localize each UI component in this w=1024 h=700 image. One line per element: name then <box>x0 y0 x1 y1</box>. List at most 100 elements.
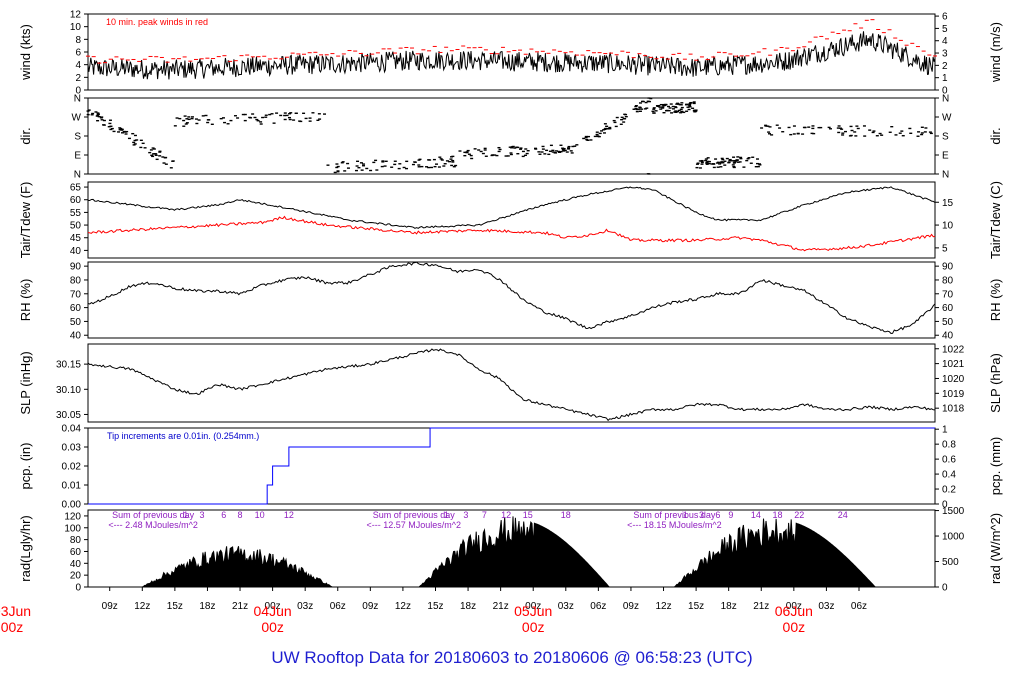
x-tick-label: 06z <box>330 601 346 612</box>
y-tick-label: 4 <box>75 60 81 71</box>
y-right-tick-label: 1 <box>942 73 948 84</box>
sum-note-line1: Sum of previous day <box>112 510 195 520</box>
y-tick-label: 50 <box>70 317 82 328</box>
y-right-tick-label: 1019 <box>942 389 965 400</box>
y-axis-label: dir. <box>18 127 33 144</box>
y-right-tick-label: 1022 <box>942 344 965 355</box>
y-axis-label-right: dir. <box>988 127 1003 144</box>
y-tick-label: N <box>74 94 81 105</box>
y-right-tick-label: 1000 <box>942 532 965 543</box>
y-right-tick-label: S <box>942 132 949 143</box>
radiation-day-2 <box>674 518 877 588</box>
day-label-date: 04Jun <box>254 603 292 619</box>
panel-frame <box>87 97 936 175</box>
y-right-tick-label: N <box>942 94 949 105</box>
hour-label: 1 <box>183 510 188 520</box>
y-tick-label: 55 <box>70 208 82 219</box>
y-axis-label-right: RH (%) <box>988 279 1003 322</box>
hour-label: 3 <box>463 510 468 520</box>
y-tick-label: 0.04 <box>62 424 82 435</box>
y-right-tick-label: 50 <box>942 317 954 328</box>
y-tick-label: 8 <box>75 35 81 46</box>
x-tick-label: 09z <box>102 601 118 612</box>
panel-frame <box>87 13 936 91</box>
series-peak-wind <box>86 19 937 64</box>
x-tick-label: 00z <box>525 601 541 612</box>
y-tick-label: 20 <box>70 571 82 582</box>
radiation-day-0 <box>142 546 333 588</box>
x-tick-label: 18z <box>199 601 215 612</box>
x-tick-label: 00z <box>786 601 802 612</box>
y-axis-label-right: rad (W/m^2) <box>988 513 1003 584</box>
footer-prefix: UW Rooftop Data for <box>271 648 430 667</box>
y-tick-label: 90 <box>70 262 82 273</box>
y-right-tick-label: 1021 <box>942 359 965 370</box>
hour-label: 18 <box>561 510 571 520</box>
x-tick-label: 03z <box>297 601 313 612</box>
y-axis-label: wind (kts) <box>18 24 33 81</box>
y-right-tick-label: 1018 <box>942 404 965 415</box>
y-tick-label: 30.05 <box>56 410 81 421</box>
panel-annotation: 10 min. peak winds in red <box>106 17 208 27</box>
y-tick-label: 0 <box>75 583 81 594</box>
sum-note-line2: <--- 12.57 MJoules/m^2 <box>367 520 462 530</box>
y-tick-label: 0.02 <box>62 462 82 473</box>
day-label-time: 00z <box>1 619 24 635</box>
x-tick-label: 06z <box>590 601 606 612</box>
y-tick-label: 40 <box>70 246 82 257</box>
series-line-1 <box>87 215 936 252</box>
y-axis-label: pcp. (in) <box>18 443 33 490</box>
series-line-0 <box>87 186 936 229</box>
panel-frame <box>87 181 936 259</box>
y-axis-label-right: Tair/Tdew (C) <box>988 181 1003 259</box>
y-tick-label: 80 <box>70 535 82 546</box>
series-line-0 <box>87 348 936 422</box>
x-tick-label: 15z <box>427 601 443 612</box>
y-tick-label: 0 <box>75 86 81 97</box>
x-tick-label: 21z <box>753 601 769 612</box>
y-tick-label: 40 <box>70 331 82 342</box>
x-tick-label: 09z <box>623 601 639 612</box>
y-right-tick-label: 15 <box>942 198 954 209</box>
x-tick-label: 15z <box>688 601 704 612</box>
hour-label: 6 <box>221 510 226 520</box>
y-axis-label-right: pcp. (mm) <box>988 437 1003 496</box>
y-axis-label: rad(Lgly/hr) <box>18 515 33 581</box>
y-right-tick-label: 70 <box>942 289 954 300</box>
y-right-tick-label: 0 <box>942 86 948 97</box>
hour-label: 7 <box>482 510 487 520</box>
hour-label: 12 <box>501 510 511 520</box>
hour-label: 14 <box>751 510 761 520</box>
hour-label: 3 <box>699 510 704 520</box>
y-right-tick-label: 0.8 <box>942 440 956 451</box>
panel-frame <box>87 261 936 339</box>
y-tick-label: 2 <box>75 73 81 84</box>
y-right-tick-label: 2 <box>942 61 948 72</box>
hour-label: 1 <box>444 510 449 520</box>
y-right-tick-label: 0.4 <box>942 470 956 481</box>
panel-slp: 30.05 30.10 30.15 1018 1019 1020 1021 1022 SLP (… <box>18 343 1003 423</box>
day-label-time: 00z <box>522 619 545 635</box>
x-axis: 09z 12z 15z 18z 21z 00z 03z 06z 09z 12z 15z 18z 21z 0… <box>0 587 867 635</box>
y-right-tick-label: 80 <box>942 275 954 286</box>
y-tick-label: 60 <box>70 195 82 206</box>
y-axis-label-right: SLP (hPa) <box>988 353 1003 413</box>
y-tick-label: N <box>74 170 81 181</box>
y-tick-label: 100 <box>64 523 81 534</box>
y-right-tick-label: 3 <box>942 49 948 60</box>
x-tick-label: 15z <box>167 601 183 612</box>
x-tick-label: 12z <box>395 601 411 612</box>
series-line-0 <box>87 31 936 80</box>
day-label-date: 05Jun <box>514 603 552 619</box>
y-axis-label: Tair/Tdew (F) <box>18 182 33 259</box>
y-tick-label: 0.01 <box>62 481 82 492</box>
y-right-tick-label: 4 <box>942 36 948 47</box>
radiation-day-1 <box>418 516 610 588</box>
y-right-tick-label: 5 <box>942 243 948 254</box>
hour-label: 1 <box>683 510 688 520</box>
hour-label: 12 <box>284 510 294 520</box>
y-tick-label: 50 <box>70 221 82 232</box>
y-tick-label: 40 <box>70 559 82 570</box>
